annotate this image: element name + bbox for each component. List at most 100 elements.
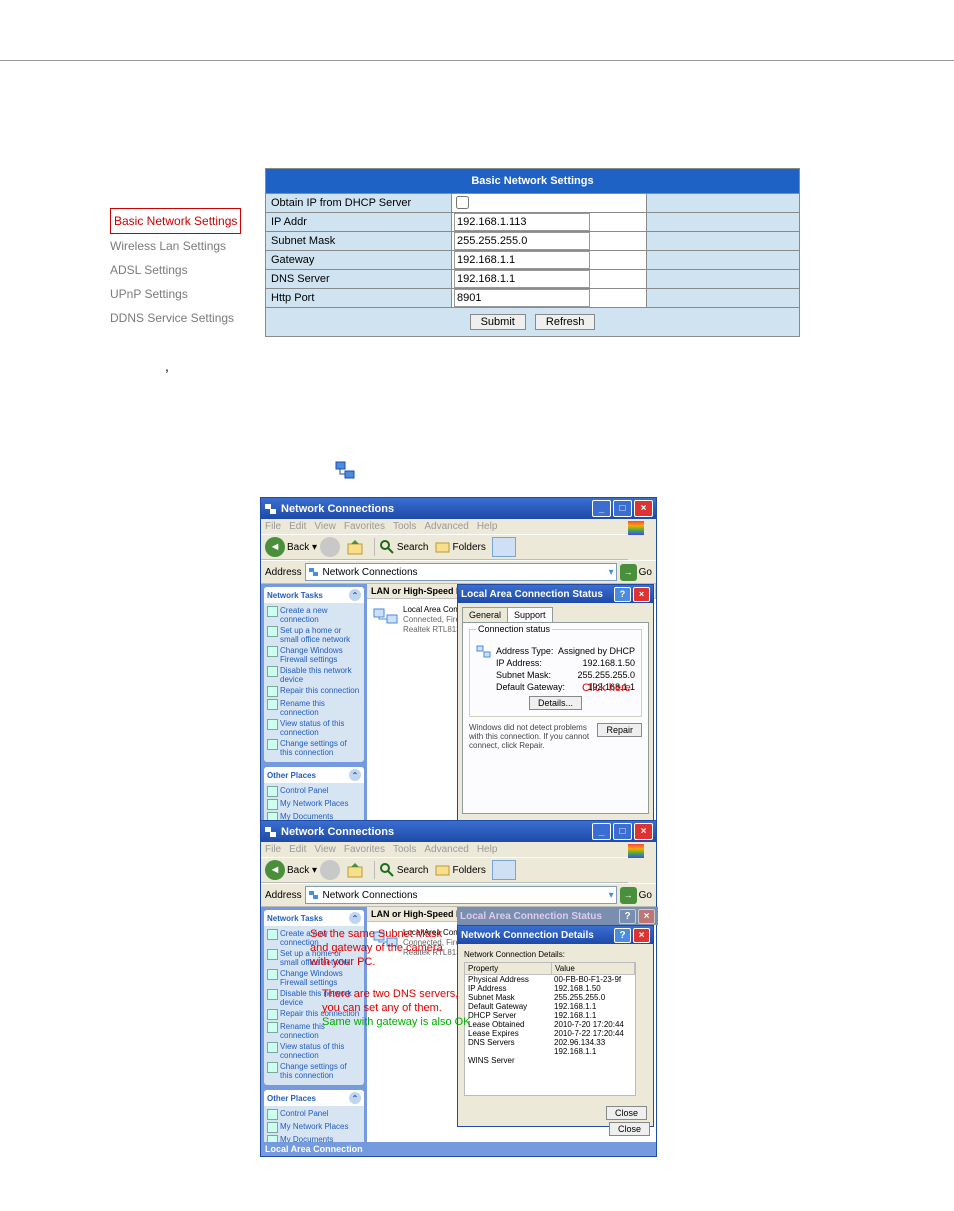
address-input[interactable]: Network Connections▾ [305,886,617,904]
folders-label[interactable]: Folders [453,542,486,553]
callout-subnet-gateway: Set the same Subnet Mask and gateway of … [310,927,455,969]
chevron-up-icon[interactable]: ⌃ [349,1092,361,1104]
views-button[interactable] [492,537,516,557]
side-task-firewall[interactable]: Change Windows Firewall settings [267,969,361,987]
chevron-up-icon[interactable]: ⌃ [349,589,361,601]
callout-gateway-ok: Same with gateway is also OK [322,1015,471,1029]
help-button[interactable]: ? [614,587,631,602]
forward-button[interactable] [320,537,340,557]
window-title: Network Connections [281,826,590,838]
folders-icon[interactable] [435,539,451,555]
details-button[interactable]: Details... [529,696,582,710]
menubar[interactable]: FileEditViewFavoritesToolsAdvancedHelp [261,519,656,534]
back-button[interactable]: ◄ [265,537,285,557]
search-icon[interactable] [379,539,395,555]
side-task-rename[interactable]: Rename this connection [267,699,361,717]
back-button[interactable]: ◄ [265,860,285,880]
go-button[interactable]: → [620,564,637,581]
forward-button[interactable] [320,860,340,880]
sidebar-item-basic-network[interactable]: Basic Network Settings [110,208,241,234]
side-task-settings[interactable]: Change settings of this connection [267,739,361,757]
side-task-disable[interactable]: Disable this network device [267,666,361,684]
side-my-documents[interactable]: My Documents [267,1135,361,1142]
close-button[interactable]: × [633,928,650,943]
maximize-button[interactable]: □ [613,500,632,517]
side-control-panel[interactable]: Control Panel [267,786,361,797]
close-button[interactable]: × [634,500,653,517]
gateway-input[interactable] [454,251,590,269]
menubar[interactable]: FileEditViewFavoritesToolsAdvancedHelp [261,842,656,857]
other-places-title: Other Places [267,771,316,780]
window-title: Network Connections [281,503,590,515]
subnet-mask-input[interactable] [454,232,590,250]
search-icon[interactable] [379,862,395,878]
basic-network-settings-table: Basic Network Settings Obtain IP from DH… [265,168,800,337]
callout-dns: There are two DNS servers, you can set a… [322,987,467,1015]
side-network-places[interactable]: My Network Places [267,799,361,810]
sidebar-item-ddns[interactable]: DDNS Service Settings [110,306,255,330]
side-task-status[interactable]: View status of this connection [267,719,361,737]
ip-addr-input[interactable] [454,213,590,231]
up-button[interactable] [346,861,364,879]
windows-flag-icon [628,844,644,858]
go-button[interactable]: → [620,887,637,904]
side-task-status[interactable]: View status of this connection [267,1042,361,1060]
side-pane: Network Tasks⌃ Create a new connection S… [261,584,367,834]
sidebar-item-adsl[interactable]: ADSL Settings [110,258,255,282]
chevron-up-icon[interactable]: ⌃ [349,912,361,924]
network-connections-window-1: Network Connections _ □ × FileEditViewFa… [260,497,657,849]
side-task-create[interactable]: Create a new connection [267,606,361,624]
dialog-titlebar[interactable]: Local Area Connection Status ? × [458,585,653,603]
help-button[interactable]: ? [614,928,631,943]
maximize-button[interactable]: □ [613,823,632,840]
sidebar-item-wireless[interactable]: Wireless Lan Settings [110,234,255,258]
window-icon [264,502,278,516]
views-button[interactable] [492,860,516,880]
details-subtitle: Network Connection Details: [464,950,647,959]
groupbox-title: Connection status [476,624,552,634]
side-task-repair[interactable]: Repair this connection [267,686,361,697]
side-task-settings[interactable]: Change settings of this connection [267,1062,361,1080]
address-bar: Address Network Connections▾ →Go [261,883,656,906]
dns-server-input[interactable] [454,270,590,288]
side-task-setup[interactable]: Set up a home or small office network [267,626,361,644]
back-label: Back [287,542,309,553]
toolbar: ◄ Back ▾ Search Folders [261,534,628,560]
side-network-places[interactable]: My Network Places [267,1122,361,1133]
titlebar[interactable]: Network Connections _ □ × [261,498,656,519]
toolbar: ◄ Back ▾ Search Folders [261,857,628,883]
minimize-button[interactable]: _ [592,500,611,517]
sidebar-item-upnp[interactable]: UPnP Settings [110,282,255,306]
repair-button[interactable]: Repair [597,723,642,737]
titlebar[interactable]: Network Connections _ □ × [261,821,656,842]
dialog-titlebar[interactable]: Network Connection Details ? × [458,926,653,944]
search-label[interactable]: Search [397,542,429,553]
close-button[interactable]: × [634,823,653,840]
close-button-outer[interactable]: Close [609,1122,650,1136]
submit-button[interactable]: Submit [470,314,526,330]
panel-title: Basic Network Settings [266,169,800,194]
stray-character: , [165,358,169,374]
up-button[interactable] [346,538,364,556]
network-icon [476,644,492,660]
side-control-panel[interactable]: Control Panel [267,1109,361,1120]
tab-general[interactable]: General [462,607,508,622]
folders-icon[interactable] [435,862,451,878]
network-connections-shortcut-icon[interactable] [335,460,357,482]
field-label: DNS Server [266,270,452,289]
tab-support[interactable]: Support [507,607,553,622]
refresh-button[interactable]: Refresh [535,314,596,330]
minimize-button[interactable]: _ [592,823,611,840]
connection-details-dialog: Network Connection Details ? × Network C… [457,925,654,1127]
http-port-input[interactable] [454,289,590,307]
settings-nav-sidebar: Basic Network Settings Wireless Lan Sett… [110,208,255,337]
chevron-up-icon[interactable]: ⌃ [349,769,361,781]
side-task-firewall[interactable]: Change Windows Firewall settings [267,646,361,664]
inactive-status-titlebar: Local Area Connection Status ? × [457,907,658,925]
dhcp-checkbox[interactable] [456,196,469,209]
close-button[interactable]: × [633,587,650,602]
connection-status-dialog: Local Area Connection Status ? × General… [457,584,654,847]
close-button[interactable]: Close [606,1106,647,1120]
address-input[interactable]: Network Connections▾ [305,563,617,581]
address-bar: Address Network Connections▾ →Go [261,560,656,583]
